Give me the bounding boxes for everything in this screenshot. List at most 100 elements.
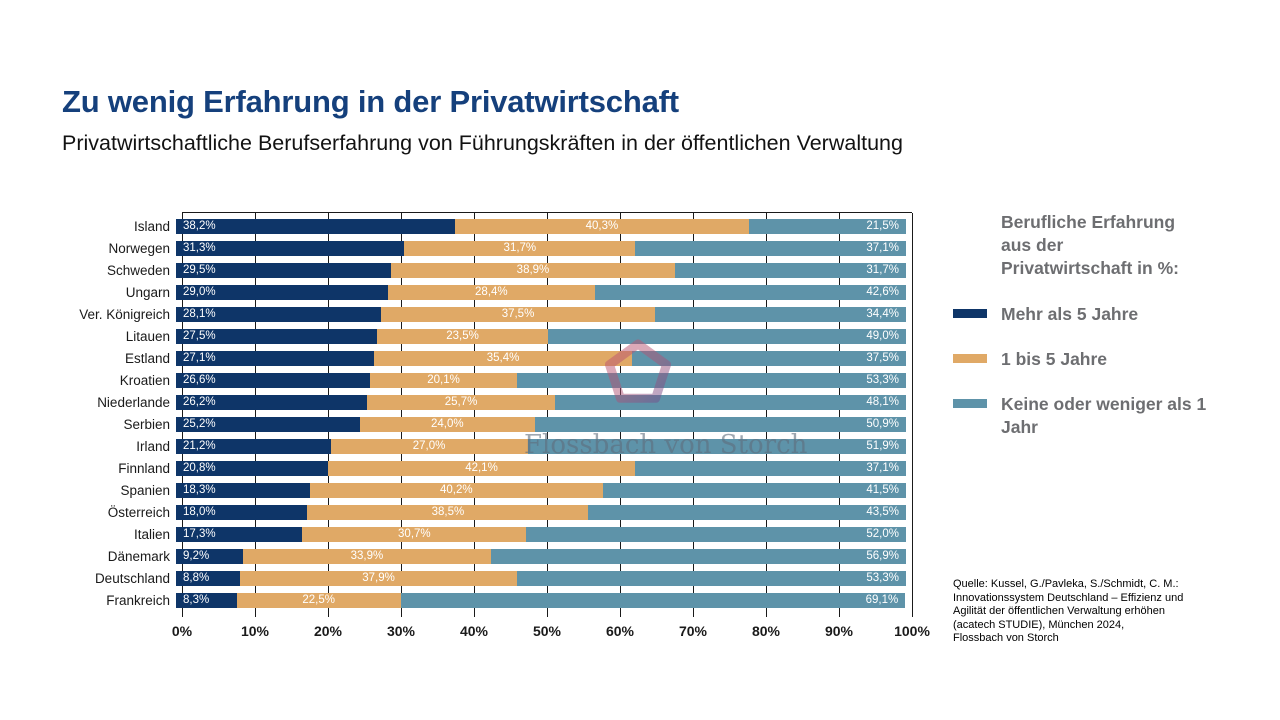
gridline <box>912 213 913 617</box>
bar-segment: 21,5% <box>749 219 906 234</box>
country-label: Ver. Königreich <box>79 307 170 322</box>
bar-row: Österreich 18,0% 38,5% 43,5% <box>0 505 912 520</box>
bar-segment: 8,3% <box>176 593 237 608</box>
bar-row: Frankreich 8,3% 22,5% 69,1% <box>0 593 912 608</box>
chart-plot-area <box>182 212 913 617</box>
legend-item: Keine oder weniger als 1 Jahr <box>953 393 1213 439</box>
bar-segment: 27,0% <box>330 439 528 454</box>
bar-segment: 37,5% <box>381 307 655 322</box>
bar-segment: 38,9% <box>391 263 675 278</box>
bar-track: 21,2% 27,0% 51,9% <box>176 439 907 454</box>
country-label: Serbien <box>123 417 170 432</box>
gridline <box>620 213 621 617</box>
bar-row: Spanien 18,3% 40,2% 41,5% <box>0 483 912 498</box>
x-tick-label: 0% <box>171 623 193 639</box>
bar-track: 38,2% 40,3% 21,5% <box>176 219 906 234</box>
legend-item-label: Keine oder weniger als 1 Jahr <box>1001 394 1207 437</box>
x-tick-label: 80% <box>751 623 781 639</box>
country-label: Kroatien <box>119 373 170 388</box>
bar-segment: 50,9% <box>534 417 906 432</box>
legend-item-label: Mehr als 5 Jahre <box>1001 304 1139 324</box>
country-label: Island <box>133 219 170 234</box>
bar-row: Island 38,2% 40,3% 21,5% <box>0 219 912 234</box>
bar-segment: 28,4% <box>387 285 595 300</box>
bar-segment: 41,5% <box>603 483 906 498</box>
bar-segment: 29,5% <box>176 263 392 278</box>
bar-segment: 26,2% <box>176 395 368 410</box>
country-label: Spanien <box>120 483 170 498</box>
bar-row: Schweden 29,5% 38,9% 31,7% <box>0 263 912 278</box>
bar-track: 25,2% 24,0% 50,9% <box>176 417 906 432</box>
bar-segment: 51,9% <box>527 439 907 454</box>
bar-row: Niederlande 26,2% 25,7% 48,1% <box>0 395 912 410</box>
country-label: Irland <box>136 439 170 454</box>
bar-segment: 35,4% <box>373 351 633 366</box>
gridline <box>182 213 183 617</box>
x-tick-label: 30% <box>386 623 416 639</box>
page-title: Zu wenig Erfahrung in der Privatwirtscha… <box>62 84 679 119</box>
bar-segment: 31,3% <box>176 241 405 256</box>
gridline <box>693 213 694 617</box>
source-note: Quelle: Kussel, G./Pavleka, S./Schmidt, … <box>953 578 1184 644</box>
gridline <box>401 213 402 617</box>
bar-track: 31,3% 31,7% 37,1% <box>176 241 906 256</box>
bar-segment: 25,7% <box>367 395 555 410</box>
bar-segment: 22,5% <box>236 593 401 608</box>
bar-row: Deutschland 8,8% 37,9% 53,3% <box>0 571 912 586</box>
bar-segment: 28,1% <box>176 307 382 322</box>
bar-segment: 56,9% <box>490 549 906 564</box>
x-axis: 0% 10% 20% 30% 40% 50% 60% 70% 80% 90% 100% <box>172 623 930 645</box>
bar-segment: 25,2% <box>176 417 360 432</box>
country-label: Dänemark <box>107 549 170 564</box>
bar-segment: 34,4% <box>654 307 906 322</box>
bar-segment: 43,5% <box>588 505 906 520</box>
legend-swatch <box>953 309 987 318</box>
bar-track: 17,3% 30,7% 52,0% <box>176 527 906 542</box>
bar-segment: 18,3% <box>176 483 310 498</box>
bar-segment: 26,6% <box>176 373 371 388</box>
page-subtitle: Privatwirtschaftliche Berufserfahrung vo… <box>62 131 903 155</box>
bar-row: Norwegen 31,3% 31,7% 37,1% <box>0 241 912 256</box>
bar-track: 18,3% 40,2% 41,5% <box>176 483 906 498</box>
bar-track: 26,6% 20,1% 53,3% <box>176 373 906 388</box>
bar-segment: 24,0% <box>359 417 535 432</box>
x-tick-label: 50% <box>532 623 562 639</box>
bar-row: Litauen 27,5% 23,5% 49,0% <box>0 329 912 344</box>
bar-track: 9,2% 33,9% 56,9% <box>176 549 906 564</box>
bar-segment: 37,9% <box>240 571 517 586</box>
bar-row: Dänemark 9,2% 33,9% 56,9% <box>0 549 912 564</box>
x-tick-label: 10% <box>240 623 270 639</box>
legend-item-label: 1 bis 5 Jahre <box>1001 349 1108 369</box>
country-label: Norwegen <box>108 241 170 256</box>
bar-segment: 37,5% <box>632 351 906 366</box>
country-label: Finnland <box>118 461 170 476</box>
bar-segment: 33,9% <box>243 549 491 564</box>
bar-segment: 52,0% <box>526 527 906 542</box>
bar-segment: 37,1% <box>635 241 906 256</box>
country-label: Estland <box>124 351 170 366</box>
x-tick-label: 40% <box>459 623 489 639</box>
country-label: Österreich <box>107 505 170 520</box>
bar-segment: 53,3% <box>516 571 906 586</box>
bar-track: 26,2% 25,7% 48,1% <box>176 395 906 410</box>
bar-segment: 27,5% <box>176 329 377 344</box>
bar-segment: 40,2% <box>309 483 604 498</box>
legend-title: Berufliche Erfahrung aus der Privatwirts… <box>1001 212 1179 278</box>
bar-segment: 27,1% <box>176 351 374 366</box>
gridline <box>255 213 256 617</box>
bar-segment: 40,3% <box>454 219 750 234</box>
country-label: Ungarn <box>125 285 170 300</box>
country-label: Italien <box>133 527 170 542</box>
x-tick-label: 70% <box>678 623 708 639</box>
bar-segment: 42,1% <box>327 461 636 476</box>
bar-row: Italien 17,3% 30,7% 52,0% <box>0 527 912 542</box>
bar-segment: 69,1% <box>400 593 906 608</box>
country-label: Niederlande <box>97 395 170 410</box>
bar-segment: 38,5% <box>307 505 589 520</box>
gridline <box>474 213 475 617</box>
bar-segment: 31,7% <box>674 263 907 278</box>
bar-segment: 38,2% <box>176 219 455 234</box>
x-tick-label: 90% <box>824 623 854 639</box>
bar-segment: 18,0% <box>176 505 308 520</box>
bar-row: Irland 21,2% 27,0% 51,9% <box>0 439 912 454</box>
